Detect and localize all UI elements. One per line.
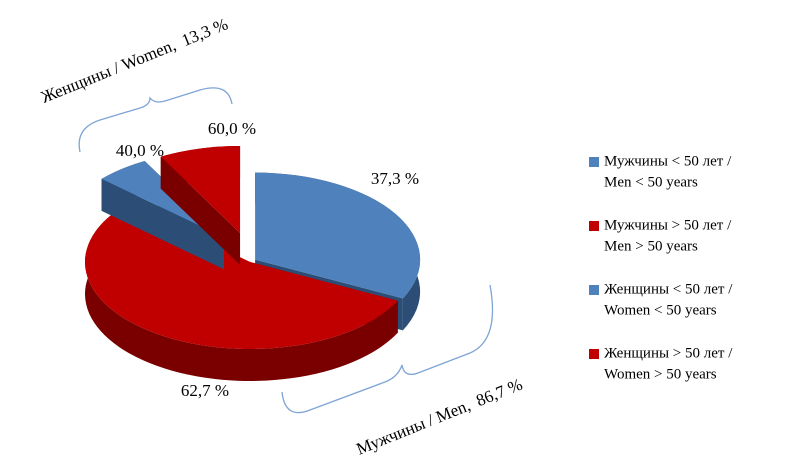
legend-label: Women < 50 years [604, 302, 717, 318]
legend-swatch [589, 157, 599, 167]
data-label: 37,3 % [371, 169, 419, 188]
group-name: Мужчины / Men, [354, 396, 473, 459]
women-brace [78, 87, 233, 153]
legend-swatch [589, 221, 599, 231]
legend-label: Мужчины < 50 лет / [604, 153, 732, 169]
data-label: 40,0 % [116, 141, 164, 160]
slice-top [160, 145, 241, 233]
group-value: 86,7 % [473, 375, 525, 411]
legend-label: Men > 50 years [604, 238, 698, 254]
data-label: 62,7 % [181, 381, 229, 400]
men-brace [281, 284, 494, 414]
legend-swatch [589, 349, 599, 359]
group-label: Мужчины / Men,86,7 % [354, 375, 525, 459]
slice-side [101, 178, 224, 270]
legend-label: Женщины < 50 лет / [604, 281, 733, 297]
legend-swatch [589, 285, 599, 295]
group-label: Женщины / Women,13,3 % [38, 14, 230, 106]
data-label: 60,0 % [208, 119, 256, 138]
group-name: Женщины / Women, [38, 35, 178, 106]
legend-label: Мужчины > 50 лет / [604, 217, 732, 233]
legend-label: Men < 50 years [604, 174, 698, 190]
slice-rim [84, 203, 398, 382]
legend-label: Women > 50 years [604, 366, 717, 382]
legend-label: Женщины > 50 лет / [604, 345, 733, 361]
pie-slice [160, 145, 241, 265]
group-value: 13,3 % [179, 14, 231, 50]
slice-top [255, 172, 421, 299]
